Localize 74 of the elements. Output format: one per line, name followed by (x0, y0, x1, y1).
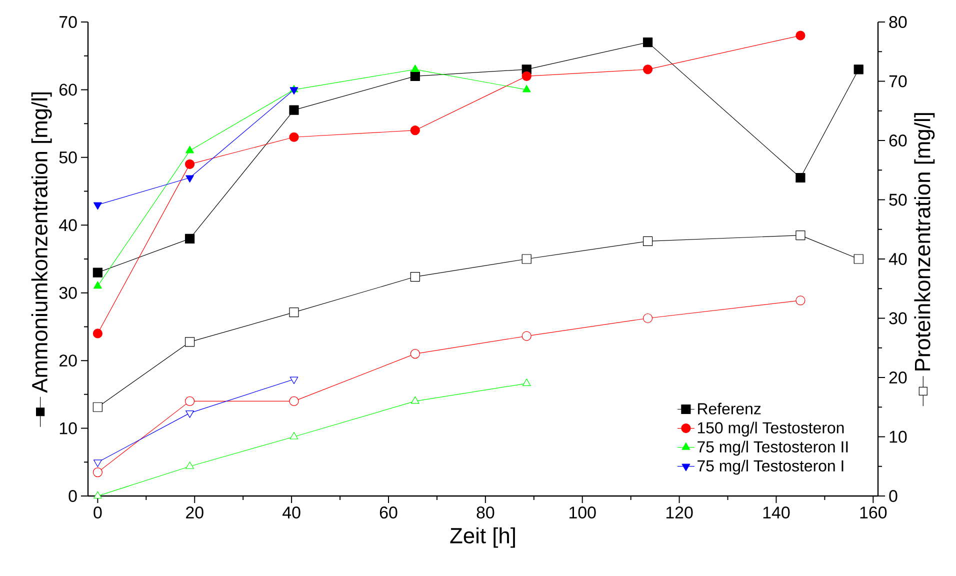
point (410, 272, 420, 282)
point (289, 396, 299, 406)
y2-tick-label: 40 (888, 253, 907, 265)
y-tick-label: 60 (60, 84, 77, 96)
x-tick-label: 100 (570, 506, 596, 519)
point (522, 378, 531, 386)
point (93, 491, 102, 499)
legend-label: 75 mg/l Testosteron I (698, 460, 844, 475)
point (186, 462, 194, 469)
y-tick-label: 10 (60, 422, 77, 434)
point (289, 105, 299, 115)
y-axis-title: Ammoniumkonzentration [mg/l] (31, 92, 52, 393)
y2-tick-label: 80 (889, 16, 907, 28)
y2-tick-label: 0 (889, 490, 898, 502)
point (184, 337, 195, 347)
point (854, 64, 864, 74)
point (184, 159, 195, 169)
point (184, 234, 195, 244)
point (290, 432, 298, 440)
x-axis-title: Zeit [h] (450, 527, 515, 548)
y2-tick-label: 50 (889, 194, 907, 206)
point (410, 349, 420, 359)
x-tick-label: 60 (380, 506, 398, 519)
point (93, 281, 102, 289)
point (92, 328, 102, 338)
point (642, 38, 653, 48)
point (642, 64, 653, 74)
point (289, 132, 299, 142)
point (796, 172, 806, 183)
point (184, 396, 195, 406)
legend-label: Referenz (698, 402, 761, 414)
y-tick-label: 70 (60, 16, 77, 28)
y-tick-label: 0 (68, 490, 77, 502)
x-tick-label: 120 (666, 506, 693, 519)
point (410, 64, 420, 72)
point (796, 296, 806, 306)
point (642, 236, 653, 246)
point (522, 84, 531, 92)
legend-label: 75 mg/l Testosteron II (698, 440, 848, 456)
x-tick-label: 20 (186, 506, 204, 519)
y-tick-label: 20 (60, 354, 77, 367)
legend-label: 150 mg/l Testosteron (698, 422, 844, 437)
point (186, 146, 194, 154)
point (289, 308, 299, 318)
point (92, 268, 102, 278)
point (522, 254, 532, 264)
point (410, 396, 420, 404)
x-tick-label: 140 (763, 506, 790, 519)
y2-tick-label: 30 (889, 312, 907, 324)
point (522, 71, 532, 81)
y-tick-label: 40 (59, 219, 77, 232)
y-tick-label: 50 (59, 151, 77, 164)
y2-tick-label: 10 (890, 430, 907, 443)
point (92, 402, 102, 412)
y2-tick-label: 20 (889, 372, 907, 384)
point (796, 230, 806, 240)
y2-axis-title: Proteinkonzentration [mg/l] (914, 113, 935, 370)
point (642, 313, 653, 324)
point (796, 30, 806, 40)
x-tick-label: 0 (94, 506, 102, 519)
y2-tick-label: 60 (889, 134, 907, 147)
point (290, 87, 298, 95)
y-tick-label: 30 (59, 286, 77, 299)
x-tick-label: 80 (476, 506, 494, 519)
y2-tick-label: 70 (889, 75, 907, 88)
point (410, 71, 420, 81)
point (522, 331, 532, 341)
x-tick-label: 40 (282, 506, 300, 519)
x-tick-label: 160 (860, 506, 887, 519)
point (93, 202, 102, 210)
point (186, 175, 194, 183)
point (92, 468, 102, 478)
point (410, 126, 420, 136)
point (854, 254, 864, 264)
